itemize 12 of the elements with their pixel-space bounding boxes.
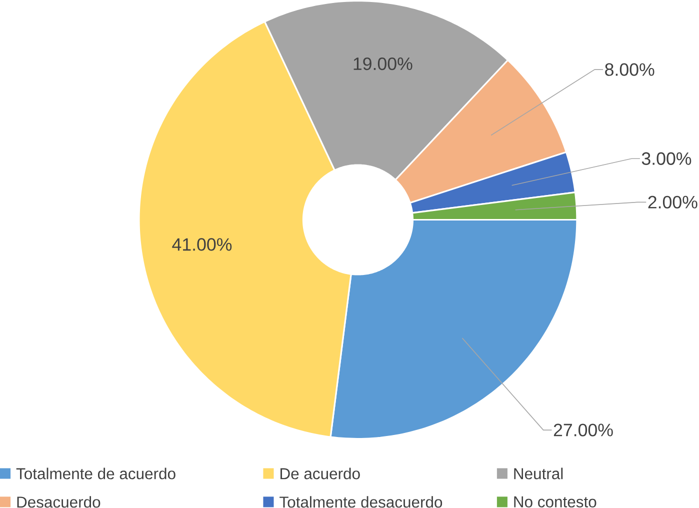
- data-label: 27.00%: [554, 424, 613, 436]
- legend-label: No contesto: [514, 496, 596, 508]
- data-label: 3.00%: [642, 152, 692, 166]
- data-label: 41.00%: [172, 238, 232, 251]
- legend-label: Totalmente desacuerdo: [280, 496, 442, 508]
- legend-label: De acuerdo: [280, 468, 360, 480]
- legend-label: Totalmente de acuerdo: [16, 468, 176, 480]
- data-label: 19.00%: [354, 58, 412, 70]
- data-label: 2.00%: [648, 196, 698, 209]
- legend-label: Desacuerdo: [17, 496, 100, 508]
- legend-label: Neutral: [514, 468, 563, 480]
- data-label: 8.00%: [605, 63, 654, 76]
